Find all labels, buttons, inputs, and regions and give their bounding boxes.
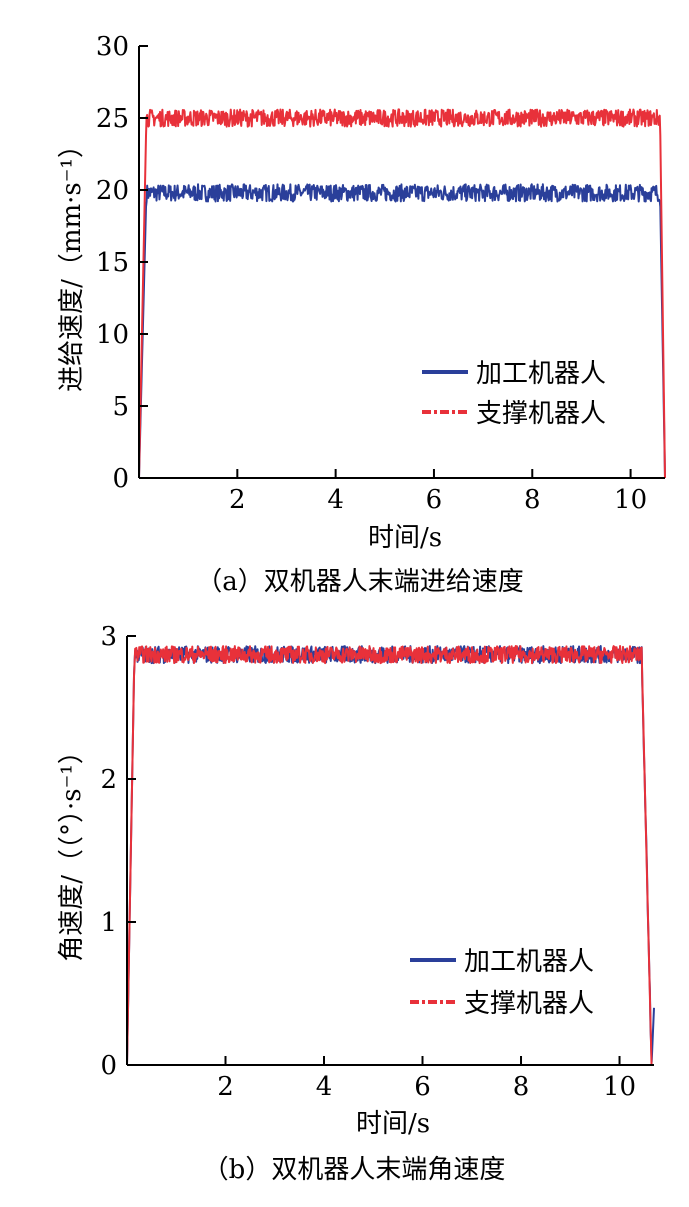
panel-a-legend-label-support: 支撑机器人 [476,399,606,429]
panel-b-legend-label-support: 支撑机器人 [464,989,594,1019]
panel-b-series-line-support [126,645,653,1066]
panel-a-series-line-processing [138,183,666,479]
panel-a-y-tick-label: 10 [96,320,129,350]
panel-b-x-tick-label: 2 [217,1072,234,1102]
panel-a-y-tick-label: 0 [112,464,129,494]
panel-a-y-axis-label: 进给速度/（mm·s⁻¹） [57,132,87,392]
panel-b-x-tick-label: 10 [603,1072,636,1102]
panel-b-x-tick-label: 6 [414,1072,431,1102]
panel-a-y-tick-label: 25 [96,104,129,134]
panel-a-x-tick-label: 2 [229,485,246,515]
panel-b-series-layer [126,645,655,1066]
panel-a-legend: 加工机器人 支撑机器人 [422,359,606,429]
panel-a-y-tick-label: 5 [112,392,129,422]
panel-b-y-axis-label: 角速度/（（°）·s⁻¹） [57,738,87,962]
panel-b-x-axis-label: 时间/s [356,1109,430,1139]
panel-a-legend-item-support: 支撑机器人 [422,399,606,429]
panel-a-x-tick-label: 6 [426,485,443,515]
panel-b-axes [126,636,654,1066]
panel-b-legend-label-processing: 加工机器人 [464,947,594,977]
panel-b-angular-speed-chart: 0 1 2 3 2 4 6 8 10 角速度/（（°）·s⁻¹） 时间/s （b）双机器人末端… [57,622,655,1185]
panel-a-x-tick-label: 4 [327,485,344,515]
panel-a-legend-item-processing: 加工机器人 [422,359,606,389]
panel-b-caption: （b）双机器人末端角速度 [203,1155,506,1185]
panel-b-x-tick-label: 8 [513,1072,530,1102]
panel-a-x-tick-label: 10 [614,485,647,515]
panel-b-legend: 加工机器人 支撑机器人 [410,947,594,1019]
panel-a-y-ticks: 0 5 10 15 20 25 30 [96,32,148,494]
panel-a-y-tick-label: 20 [96,176,129,206]
panel-a-caption: （a）双机器人末端进给速度 [196,567,524,597]
panel-a-legend-label-processing: 加工机器人 [476,359,606,389]
panel-b-legend-item-support: 支撑机器人 [410,989,594,1019]
panel-b-y-tick-label: 3 [100,622,117,652]
panel-a-x-tick-label: 8 [524,485,541,515]
panel-a-feed-speed-chart: 0 5 10 15 20 25 30 2 4 6 8 10 进给速度/（mm·s⁻¹） 时间/s （… [57,32,666,597]
panel-a-series-line-support [138,108,666,479]
panel-b-y-tick-label: 1 [100,908,117,938]
panel-b-y-tick-label: 2 [100,765,117,795]
panel-a-y-tick-label: 30 [96,32,129,62]
panel-b-legend-item-processing: 加工机器人 [410,947,594,977]
panel-a-x-ticks: 2 4 6 8 10 [229,469,647,515]
panel-a-x-axis-label: 时间/s [368,523,442,553]
panel-b-y-tick-label: 0 [100,1051,117,1081]
panel-a-series-layer [138,108,666,479]
panel-a-y-tick-label: 15 [96,248,129,278]
panel-b-y-ticks: 0 1 2 3 [100,622,136,1081]
panel-b-x-ticks: 2 4 6 8 10 [217,1056,636,1102]
panel-b-x-tick-label: 4 [316,1072,333,1102]
